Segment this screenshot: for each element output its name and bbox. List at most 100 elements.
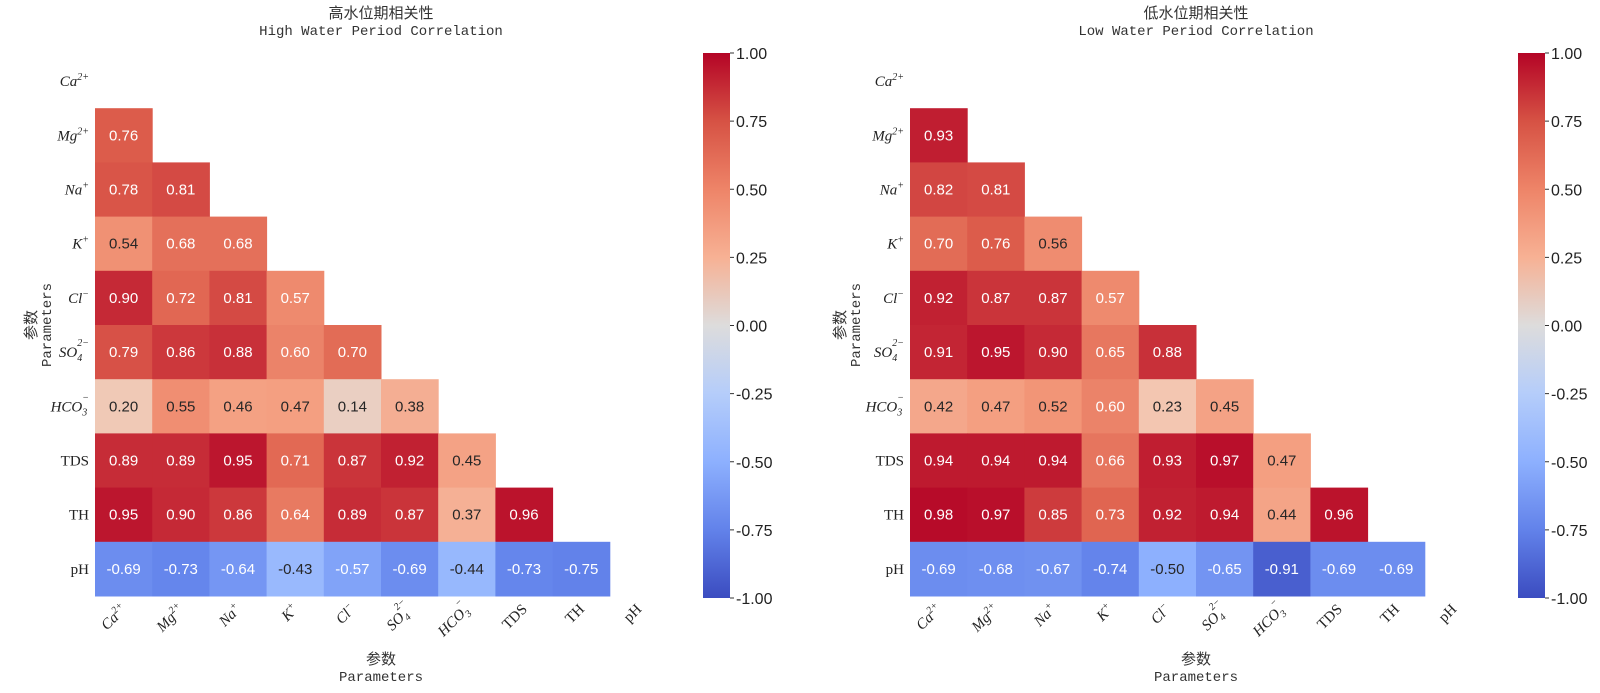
y-tick-label: Ca2+ (60, 72, 89, 90)
heatmap-cell-TH-Na+ (209, 487, 268, 543)
cell-value-label: 0.88 (223, 344, 252, 361)
cell-value-label: 0.85 (1038, 507, 1067, 524)
heatmap-cell-pH-Na+ (209, 541, 268, 597)
colorbar-tick-label: -0.75 (736, 523, 773, 540)
cell-value-label: 0.93 (1153, 453, 1182, 470)
heatmap-cell-HCO3--Mg2+ (967, 379, 1025, 434)
heatmap-cell-TH-SO42- (381, 487, 439, 543)
cell-value-label: 0.60 (281, 344, 310, 361)
colorbar-tick-label: -0.75 (1551, 523, 1588, 540)
low-water-heatmap-panel: 低水位期相关性 Low Water Period Correlation 0.9… (831, 4, 1588, 686)
cell-value-label: 0.90 (109, 290, 138, 307)
cell-value-label: 0.38 (395, 398, 424, 415)
cell-value-label: -0.73 (507, 561, 541, 578)
y-tick-label: pH (886, 562, 905, 578)
cell-value-label: 0.65 (1096, 344, 1125, 361)
x-tick-label: HCO3− (429, 597, 475, 643)
y-tick-label: Na+ (879, 181, 904, 199)
heatmap-cell-Cl--K+ (1081, 270, 1140, 326)
y-tick-label: HCO3− (865, 392, 904, 418)
cell-value-label: 0.82 (924, 182, 953, 199)
heatmap-cell-HCO3--Na+ (1024, 379, 1083, 434)
x-tick-label: SO42− (379, 597, 419, 637)
cell-value-label: 0.68 (223, 236, 252, 253)
heatmap-cell-TDS-Cl- (323, 433, 382, 489)
colorbar-tick-label: 1.00 (1551, 46, 1582, 63)
heatmap-cell-Mg2+-Ca2+ (95, 108, 153, 163)
heatmap-cell-Na+-Ca2+ (95, 162, 153, 218)
cell-value-label: 0.45 (1210, 398, 1239, 415)
cell-value-label: 0.86 (166, 344, 195, 361)
heatmap-cell-pH-Cl- (1138, 541, 1197, 597)
y-tick-label: SO42− (59, 338, 89, 364)
heatmap-cell-SO42--Na+ (209, 325, 268, 380)
cell-value-label: 0.95 (109, 507, 138, 524)
heatmap-cell-TH-Mg2+ (152, 487, 210, 543)
colorbar-tick-label: 0.50 (1551, 182, 1582, 199)
heatmap-cell-Mg2+-Ca2+ (910, 108, 968, 163)
x-tick-label: TH (1378, 601, 1404, 627)
heatmap-cell-Cl--Mg2+ (152, 270, 210, 326)
cell-value-label: 0.94 (924, 453, 953, 470)
y-tick-label: Mg2+ (871, 126, 904, 144)
heatmap-cell-SO42--K+ (1081, 325, 1140, 380)
colorbar (703, 53, 730, 598)
cell-value-label: 0.66 (1096, 453, 1125, 470)
colorbar-tick-label: 0.00 (736, 319, 767, 336)
colorbar-tick-label: 0.25 (1551, 250, 1582, 267)
y-tick-label: Ca2+ (875, 72, 904, 90)
heatmap-cell-HCO3--K+ (1081, 379, 1140, 434)
cell-value-label: 0.79 (109, 344, 138, 361)
cell-value-label: 0.94 (981, 453, 1010, 470)
colorbar-tick-label: -1.00 (736, 591, 773, 608)
heatmap-cell-HCO3--Cl- (1138, 379, 1197, 434)
colorbar-tick-label: -1.00 (1551, 591, 1588, 608)
heatmap-cell-SO42--K+ (266, 325, 325, 380)
y-tick-label: K+ (886, 235, 904, 253)
x-tick-label: K+ (1092, 600, 1117, 625)
heatmap-cell-SO42--Cl- (323, 325, 382, 380)
heatmap-cell-HCO3--Ca2+ (95, 379, 153, 434)
x-tick-label: Na+ (1029, 600, 1060, 631)
cell-value-label: -0.65 (1207, 561, 1241, 578)
cell-value-label: 0.89 (109, 453, 138, 470)
x-tick-label: TH (563, 601, 589, 627)
cell-value-label: 0.97 (1210, 453, 1239, 470)
heatmap-cell-TDS-Mg2+ (967, 433, 1025, 489)
heatmap-cell-Cl--Mg2+ (967, 270, 1025, 326)
cell-value-label: 0.87 (338, 453, 367, 470)
cell-value-label: 0.81 (981, 182, 1010, 199)
heatmap-cell-TH-Mg2+ (967, 487, 1025, 543)
cell-value-label: -0.69 (1322, 561, 1356, 578)
heatmap-cell-TDS-HCO3- (1253, 433, 1311, 489)
cell-value-label: 0.70 (338, 344, 367, 361)
heatmap-cell-TDS-K+ (1081, 433, 1140, 489)
cell-value-label: -0.43 (278, 561, 312, 578)
heatmap-cell-pH-Cl- (323, 541, 382, 597)
colorbar-tick-label: -0.25 (736, 387, 773, 404)
y-tick-label: Cl− (883, 289, 904, 307)
cell-value-label: 0.81 (223, 290, 252, 307)
heatmap-cell-TDS-Ca2+ (910, 433, 968, 489)
heatmap-cell-TH-SO42- (1196, 487, 1254, 543)
cell-value-label: -0.44 (450, 561, 484, 578)
heatmap-cell-SO42--Ca2+ (910, 325, 968, 380)
cell-value-label: 0.20 (109, 398, 138, 415)
y-axis-label-en: Parameters (849, 283, 865, 367)
heatmap-cell-pH-K+ (266, 541, 325, 597)
heatmap-cell-TDS-HCO3- (438, 433, 496, 489)
heatmap-cell-pH-Mg2+ (967, 541, 1025, 597)
heatmap-cell-Na+-Mg2+ (152, 162, 210, 218)
heatmap-cell-pH-HCO3- (1253, 541, 1311, 597)
cell-value-label: 0.95 (223, 453, 252, 470)
cell-value-label: -0.74 (1093, 561, 1127, 578)
heatmap-cell-SO42--Ca2+ (95, 325, 153, 380)
heatmap-cell-TH-K+ (1081, 487, 1140, 543)
cell-value-label: 0.46 (223, 398, 252, 415)
heatmap-cell-K+-Ca2+ (95, 216, 153, 272)
cell-value-label: 0.95 (981, 344, 1010, 361)
chart-subtitle: Low Water Period Correlation (1078, 24, 1313, 40)
y-tick-label: pH (71, 562, 90, 578)
cell-value-label: 0.47 (1267, 453, 1296, 470)
